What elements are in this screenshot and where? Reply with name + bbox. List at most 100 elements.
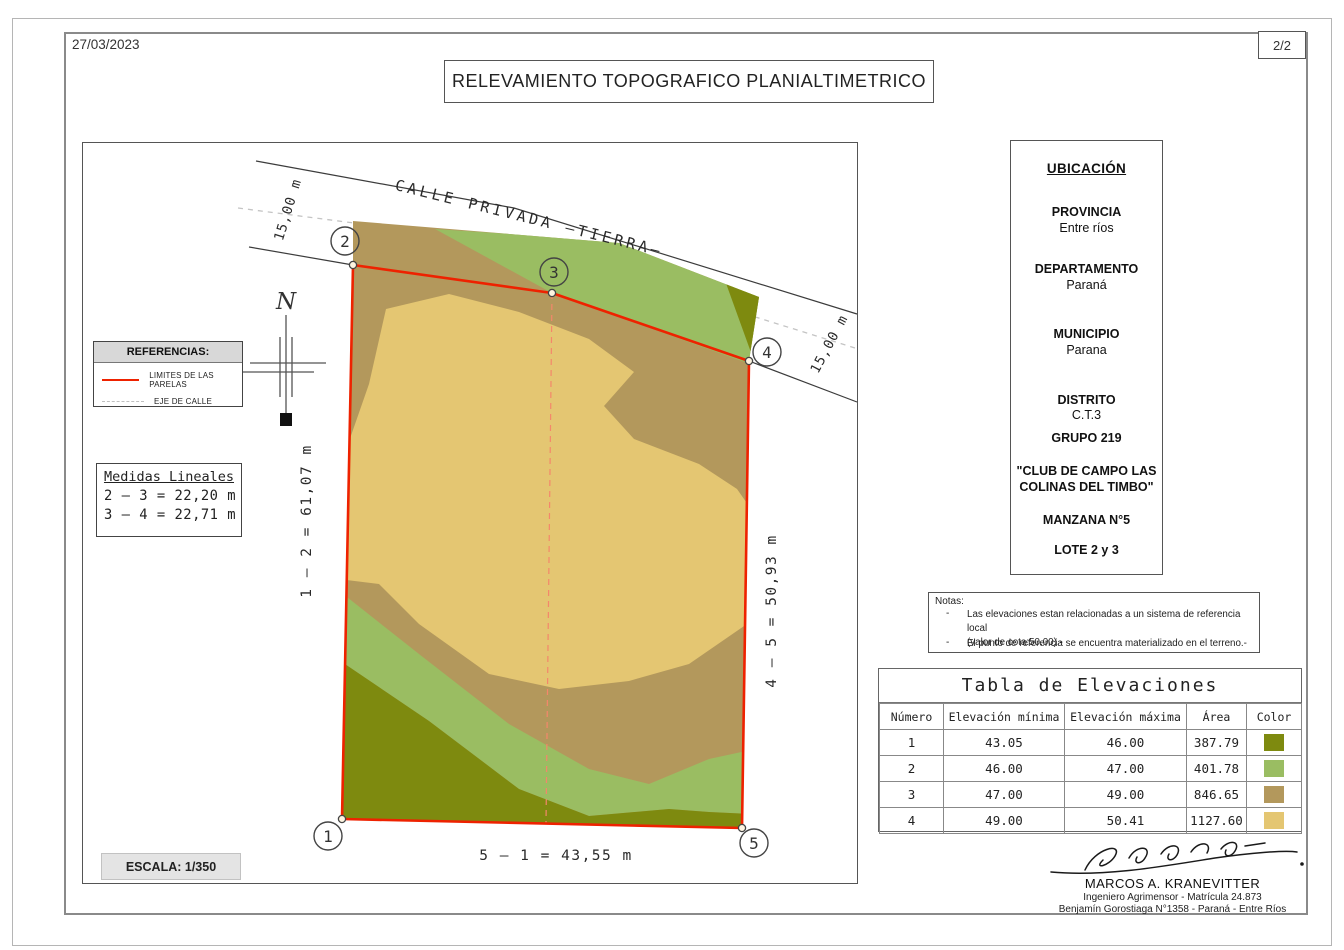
distrito-value: C.T.3 [1071,408,1102,422]
escala-box: ESCALA: 1/350 [101,853,241,880]
street-upper-edge [255,160,858,315]
nota-1-dash: - [946,608,950,619]
page-date: 27/03/2023 [72,37,140,52]
signature-scribble [1050,841,1304,874]
nota-1-line2: (valor de cota:50.00).- [967,637,1063,648]
point-1-label: 1 [323,827,333,846]
point-numbers: 1 2 3 4 5 [323,232,772,853]
legend-limites-label: LIMITES DE LAS PARELAS [149,371,214,389]
point-labels [313,226,782,858]
ubicacion-title: UBICACIÓN [1046,161,1127,176]
zone-4-area [342,294,751,689]
row3-min: 47.00 [943,781,1065,808]
ubicacion-box: UBICACIÓN PROVINCIA Entre ríos DEPARTAME… [1010,140,1163,575]
street-lines [237,160,858,403]
row4-max: 50.41 [1064,807,1187,834]
legend-eje-label: EJE DE CALLE [154,397,212,406]
tabla-title: Tabla de Elevaciones [879,669,1301,703]
row1-area: 387.79 [1186,729,1247,756]
row1-color-swatch [1264,734,1284,751]
table-row: 4 49.00 50.41 1127.60 [879,807,1302,834]
col-numero: Número [879,703,944,730]
page-inner-border [64,32,1308,915]
municipio-label: MUNICIPIO [1053,327,1120,341]
vertex-1 [337,814,347,824]
referencias-title: REFERENCIAS: [94,342,242,363]
legend-item-limites: LIMITES DE LAS PARELAS [102,371,242,389]
street-width-right-label: 15,00 m [807,312,851,376]
nota-2-text: El punto de referencia se encuentra mate… [967,638,1247,649]
municipio-value: Parana [1066,343,1107,357]
lote-value: LOTE 2 y 3 [1054,543,1119,557]
vertex-2 [348,260,358,270]
referencias-box: REFERENCIAS: LIMITES DE LAS PARELAS EJE … [93,341,243,407]
zone-2-street-band [435,229,759,365]
manzana-value: MANZANA N°5 [1042,513,1131,527]
zone-1-lower-area [342,656,751,828]
tabla-grid: Número Elevación mínima Elevación máxima… [879,703,1302,834]
row4-min: 49.00 [943,807,1065,834]
club-value: "CLUB DE CAMPO LAS COLINAS DEL TIMBO" [1016,464,1157,494]
lot-division-line [545,292,553,824]
north-symbol-base [280,413,292,426]
north-letter: N [275,289,297,315]
row2-color-swatch [1264,760,1284,777]
street-lower-edge-left [248,246,354,266]
col-area: Área [1186,703,1247,730]
tabla-elevaciones: Tabla de Elevaciones Número Elevación mí… [878,668,1302,834]
row2-max: 47.00 [1064,755,1187,782]
medida-2-3: 2 – 3 = 22,20 m [104,488,237,504]
grupo-value: GRUPO 219 [1051,431,1122,445]
row4-area: 1127.60 [1186,807,1247,834]
page-outer-border [12,18,1332,946]
row2-numero: 2 [879,755,944,782]
col-elev-min: Elevación mínima [943,703,1065,730]
surveyor-name: MARCOS A. KRANEVITTER [1084,876,1261,891]
col-color: Color [1246,703,1302,730]
row1-max: 46.00 [1064,729,1187,756]
nota-2-dash: - [946,637,950,648]
street-width-left-label: 15,00 m [271,177,305,243]
page-title: RELEVAMIENTO TOPOGRAFICO PLANIALTIMETRIC… [444,60,934,103]
table-row: 2 46.00 47.00 401.78 [879,755,1302,782]
parcel-boundary [340,263,751,830]
row3-area: 846.65 [1186,781,1247,808]
survey-map: 1 2 3 4 5 CALLE PRIVADA –TIERRA– 15,00 m… [237,160,858,864]
medidas-title: Medidas Lineales [103,469,235,485]
north-symbol [238,315,326,426]
row3-max: 49.00 [1064,781,1187,808]
row2-area: 401.78 [1186,755,1247,782]
point-3-label: 3 [549,263,559,282]
medidas-lineales-box: Medidas Lineales 2 – 3 = 22,20 m 3 – 4 =… [96,463,242,537]
point-5-label: 5 [749,834,759,853]
table-row: 1 43.05 46.00 387.79 [879,729,1302,756]
vertex-4 [744,356,754,366]
map-frame: 1 2 3 4 5 CALLE PRIVADA –TIERRA– 15,00 m… [82,142,858,884]
provincia-label: PROVINCIA [1051,205,1122,219]
zone-2-lower-band [342,586,751,816]
departamento-value: Paraná [1066,278,1107,292]
vertex-5 [737,823,747,833]
surveyor-address: Benjamín Gorostiaga N°1358 - Paraná - En… [1058,904,1287,915]
col-elev-max: Elevación máxima [1064,703,1187,730]
row2-min: 46.00 [943,755,1065,782]
red-line-sample [102,379,140,381]
row1-numero: 1 [879,729,944,756]
row3-color-swatch [1264,786,1284,803]
dashed-line-sample [102,401,144,402]
notas-title: Notas: [935,596,964,607]
page-number-box: 2/2 [1258,31,1306,59]
notas-box: Notas: - Las elevaciones estan relaciona… [928,592,1260,653]
table-row: 3 47.00 49.00 846.65 [879,781,1302,808]
side-1-2-label: 1 – 2 = 61,07 m [299,444,315,597]
side-5-1-label: 5 – 1 = 43,55 m [479,848,632,864]
legend-item-eje: EJE DE CALLE [102,397,242,406]
surveyor-title: Ingeniero Agrimensor - Matrícula 24.873 [1083,892,1262,903]
medida-3-4: 3 – 4 = 22,71 m [104,507,237,523]
street-lower-edge-right [748,360,858,403]
point-2-label: 2 [340,232,350,251]
departamento-label: DEPARTAMENTO [1034,262,1139,276]
vertex-markers [337,260,754,833]
elevation-zones [342,221,759,828]
row1-min: 43.05 [943,729,1065,756]
